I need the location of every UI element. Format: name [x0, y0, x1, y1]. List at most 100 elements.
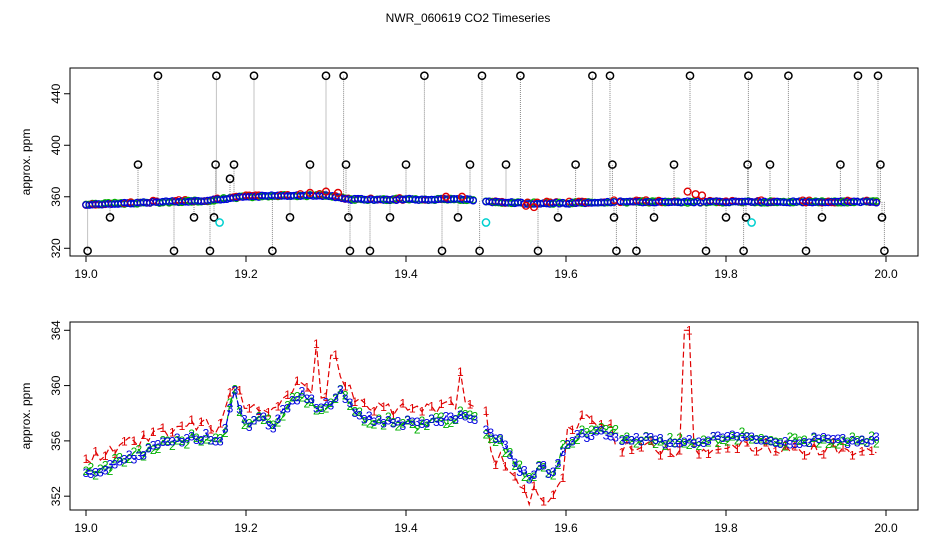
series-marker-2: 2 [521, 470, 528, 484]
series-marker-2: 2 [628, 434, 635, 448]
series-marker-2: 2 [227, 396, 234, 410]
series-marker-3: 3 [251, 414, 258, 428]
series-marker-3: 3 [598, 423, 605, 437]
series-marker-2: 2 [289, 391, 296, 405]
outlier-point [571, 160, 580, 169]
series-marker-2: 2 [116, 450, 123, 464]
series-marker-1: 1 [724, 441, 731, 455]
series-marker-3: 3 [366, 409, 373, 423]
series-marker-2: 2 [169, 439, 176, 453]
series-marker-3: 3 [569, 435, 576, 449]
series-marker-3: 3 [207, 433, 214, 447]
series-marker-1: 1 [428, 399, 435, 413]
y-tick-label: 440 [49, 83, 63, 103]
series-marker-1: 1 [540, 495, 547, 509]
series-marker-1: 1 [521, 482, 528, 496]
series-marker-1: 1 [332, 348, 339, 362]
series-marker-3: 3 [279, 403, 286, 417]
series-marker-2: 2 [371, 417, 378, 431]
series-marker-2: 2 [145, 440, 152, 454]
series-marker-3: 3 [471, 413, 478, 427]
series-marker-3: 3 [643, 430, 650, 444]
series-marker-1: 1 [657, 448, 664, 462]
outlier-point [420, 71, 429, 81]
y-tick-label: 360 [49, 186, 63, 206]
series-marker-1: 1 [265, 406, 272, 420]
series-marker-3: 3 [854, 436, 861, 450]
series-marker-2: 2 [569, 436, 576, 450]
outlier-point [105, 213, 115, 222]
series-marker-3: 3 [380, 416, 387, 430]
series-marker-1: 1 [188, 413, 195, 427]
series-marker-3: 3 [375, 414, 382, 428]
outlier-point [817, 213, 827, 222]
cyan-point [215, 218, 224, 227]
series-marker-2: 2 [825, 437, 832, 451]
series-marker-3: 3 [550, 465, 557, 479]
outlier-point [268, 246, 277, 256]
series-marker-3: 3 [521, 463, 528, 477]
x-tick-label: 19.4 [394, 267, 418, 281]
series-point-red [441, 192, 451, 201]
series-marker-2: 2 [859, 434, 866, 448]
outlier-point [475, 246, 484, 256]
series-marker-1: 1 [447, 394, 454, 408]
series-marker-3: 3 [107, 458, 114, 472]
series-marker-2: 2 [246, 417, 253, 431]
y-tick-label: 360 [49, 375, 63, 395]
series-marker-2: 2 [555, 458, 562, 472]
series-marker-2: 2 [419, 414, 426, 428]
series-marker-3: 3 [467, 412, 474, 426]
outlier-point [341, 160, 351, 169]
series-marker-3: 3 [710, 430, 717, 444]
series-marker-2: 2 [107, 464, 114, 478]
series-marker-3: 3 [492, 432, 499, 446]
series-marker-1: 1 [207, 422, 214, 436]
series-marker-2: 2 [657, 434, 664, 448]
series-line-3 [85, 388, 475, 475]
series-marker-2: 2 [447, 416, 454, 430]
top-panel: 19.0 19.2 19.4 19.6 19.8 20.0 320 360 400 440 appr… [19, 67, 919, 281]
y-tick-label: 356 [49, 431, 63, 451]
series-marker-3: 3 [545, 467, 552, 481]
series-marker-2: 2 [423, 419, 430, 433]
series-marker-1: 1 [102, 449, 109, 463]
series-marker-2: 2 [222, 426, 229, 440]
series-marker-3: 3 [868, 433, 875, 447]
plot-area [82, 71, 889, 256]
series-marker-1: 1 [217, 417, 224, 431]
series-marker-3: 3 [164, 435, 171, 449]
x-tick-label: 19.8 [714, 267, 738, 281]
series-marker-1: 1 [647, 434, 654, 448]
series-marker-2: 2 [351, 404, 358, 418]
series-marker-2: 2 [217, 431, 224, 445]
series-marker-2: 2 [820, 432, 827, 446]
series-marker-3: 3 [150, 439, 157, 453]
series-marker-3: 3 [260, 410, 267, 424]
series-marker-3: 3 [715, 429, 722, 443]
cyan-point [747, 218, 756, 227]
series-marker-2: 2 [492, 435, 499, 449]
chart-title: NWR_060619 CO2 Timeseries [386, 11, 551, 25]
series-marker-2: 2 [399, 416, 406, 430]
series-marker-2: 2 [835, 438, 842, 452]
series-marker-3: 3 [559, 445, 566, 459]
series-marker-1: 1 [255, 404, 262, 418]
series-marker-1: 1 [619, 446, 626, 460]
series-marker-1: 1 [839, 441, 846, 455]
series-marker-3: 3 [198, 433, 205, 447]
series-marker-3: 3 [361, 413, 368, 427]
series-marker-1: 1 [782, 438, 789, 452]
series-marker-3: 3 [633, 431, 640, 445]
series-marker-2: 2 [92, 468, 99, 482]
series-marker-2: 2 [299, 390, 306, 404]
series-marker-3: 3 [657, 432, 664, 446]
series-marker-3: 3 [222, 422, 229, 436]
series-marker-2: 2 [633, 436, 640, 450]
series-marker-2: 2 [839, 434, 846, 448]
series-marker-2: 2 [743, 430, 750, 444]
series-marker-3: 3 [835, 432, 842, 446]
series-marker-2: 2 [375, 412, 382, 426]
series-marker-2: 2 [603, 422, 610, 436]
